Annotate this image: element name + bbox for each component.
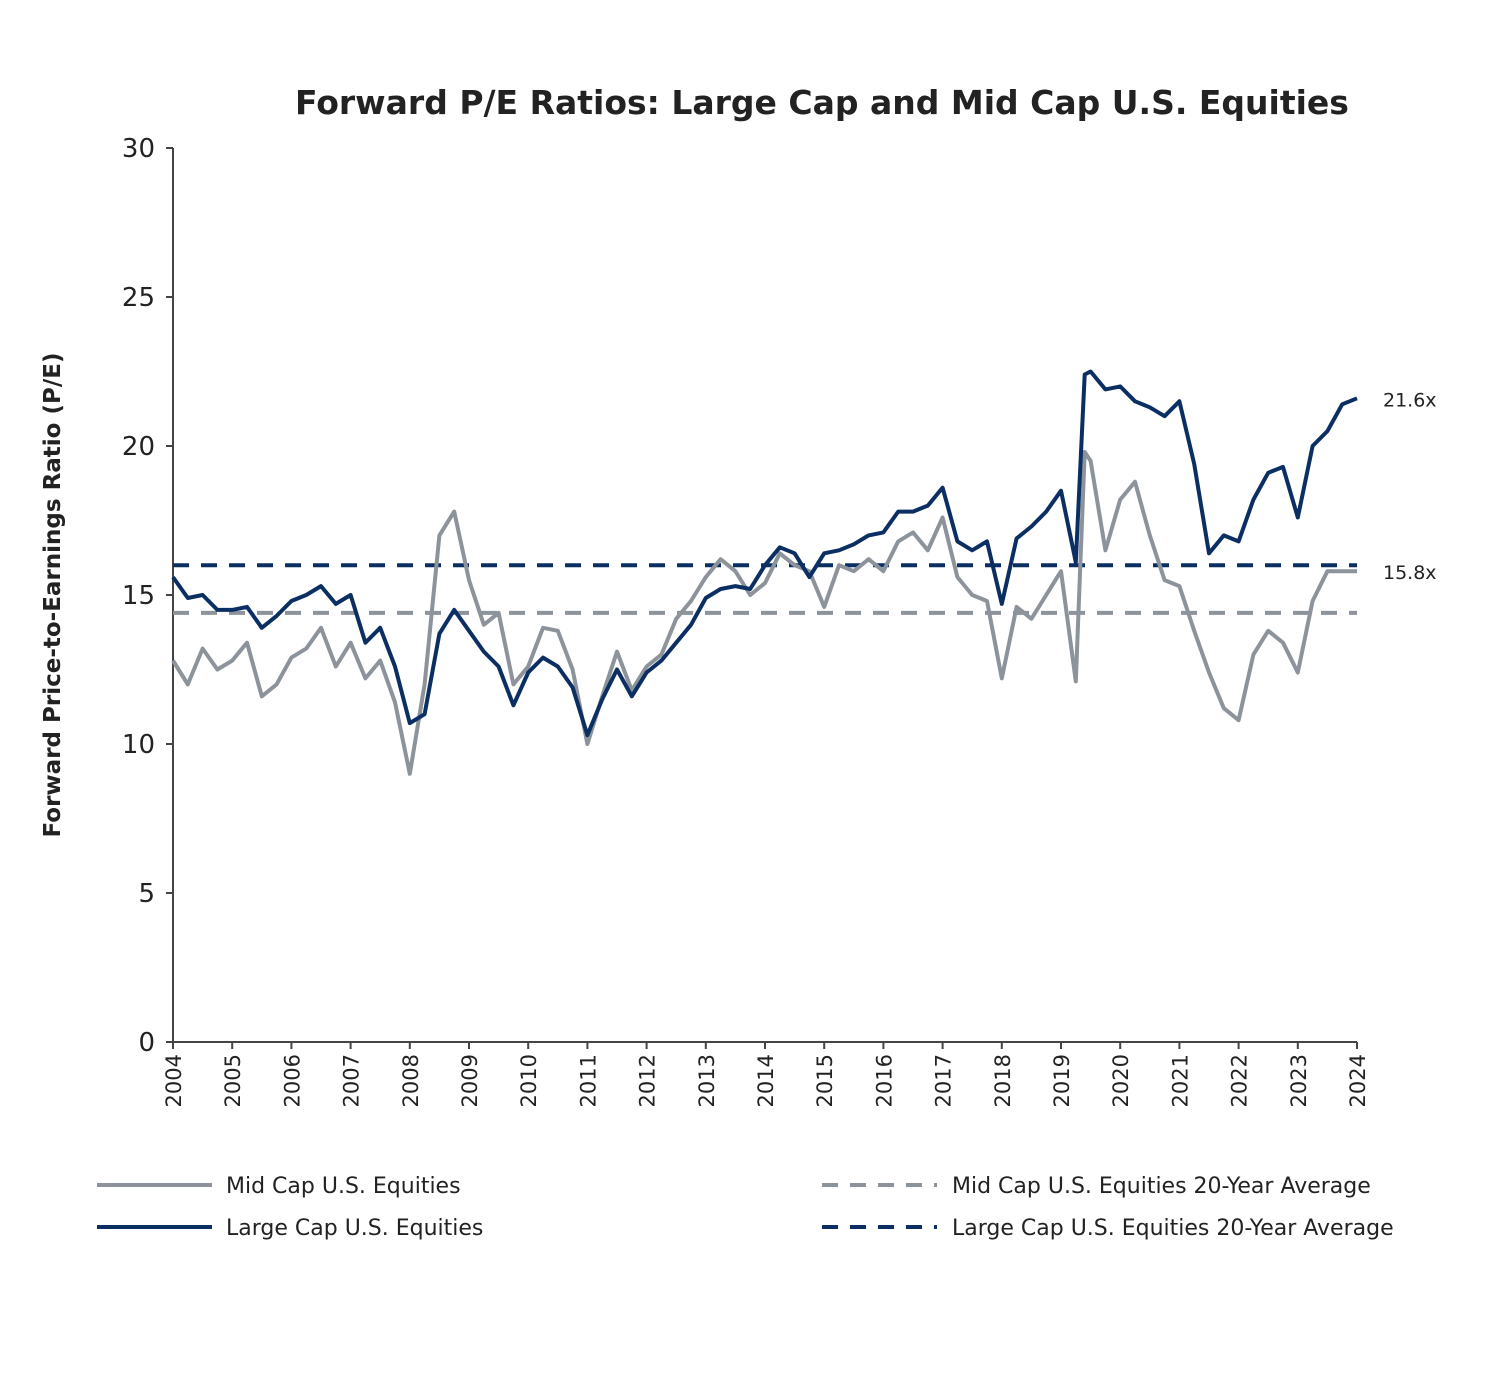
x-tick-label: 2023 xyxy=(1287,1054,1311,1107)
x-tick-label: 2024 xyxy=(1346,1054,1370,1107)
legend-label-mid-cap-average: Mid Cap U.S. Equities 20-Year Average xyxy=(952,1174,1371,1199)
y-tick-label: 30 xyxy=(122,134,155,164)
x-tick-label: 2020 xyxy=(1109,1054,1133,1107)
x-tick-label: 2022 xyxy=(1228,1054,1252,1107)
y-tick-label: 25 xyxy=(122,283,155,313)
x-tick-label: 2012 xyxy=(636,1054,660,1107)
legend-label-mid-cap: Mid Cap U.S. Equities xyxy=(226,1174,461,1199)
x-tick-label: 2004 xyxy=(162,1054,186,1107)
y-tick-label: 5 xyxy=(138,879,155,909)
legend-label-large-cap: Large Cap U.S. Equities xyxy=(226,1216,483,1241)
x-tick-label: 2021 xyxy=(1168,1054,1192,1107)
x-tick-label: 2005 xyxy=(221,1054,245,1107)
y-tick-label: 0 xyxy=(138,1028,155,1058)
series-line-large-cap-u-s-equities xyxy=(171,369,1358,738)
x-tick-label: 2016 xyxy=(872,1054,896,1107)
chart-title: Forward P/E Ratios: Large Cap and Mid Ca… xyxy=(295,83,1349,122)
y-tick-label: 10 xyxy=(122,730,155,760)
series-line-mid-cap-u-s-equities xyxy=(171,450,1357,776)
x-tick-label: 2019 xyxy=(1050,1054,1074,1107)
series-lines xyxy=(171,369,1358,776)
y-tick-label: 20 xyxy=(122,432,155,462)
x-tick-label: 2018 xyxy=(991,1054,1015,1107)
x-tick-label: 2015 xyxy=(813,1054,837,1107)
x-tick-label: 2014 xyxy=(754,1054,778,1107)
mid-cap-end-label: 15.8x xyxy=(1383,562,1437,584)
large-cap-end-label: 21.6x xyxy=(1383,389,1437,411)
y-axis-label: Forward Price-to-Earnings Ratio (P/E) xyxy=(40,353,66,838)
x-tick-label: 2010 xyxy=(517,1054,541,1107)
legend-label-large-cap-average: Large Cap U.S. Equities 20-Year Average xyxy=(952,1216,1394,1241)
x-tick-label: 2006 xyxy=(280,1054,304,1107)
x-tick-label: 2013 xyxy=(695,1054,719,1107)
x-tick-label: 2017 xyxy=(932,1054,956,1107)
x-tick-label: 2008 xyxy=(399,1054,423,1107)
legend: Mid Cap U.S. Equities Large Cap U.S. Equ… xyxy=(97,1174,1394,1241)
x-tick-label: 2009 xyxy=(458,1054,482,1107)
axes: 0 5 10 15 20 25 30 2004 2005 2006 2007 2008 2009 2010… xyxy=(122,134,1370,1107)
y-tick-label: 15 xyxy=(122,581,155,611)
x-tick-label: 2007 xyxy=(340,1054,364,1107)
x-tick-label: 2011 xyxy=(576,1054,600,1107)
